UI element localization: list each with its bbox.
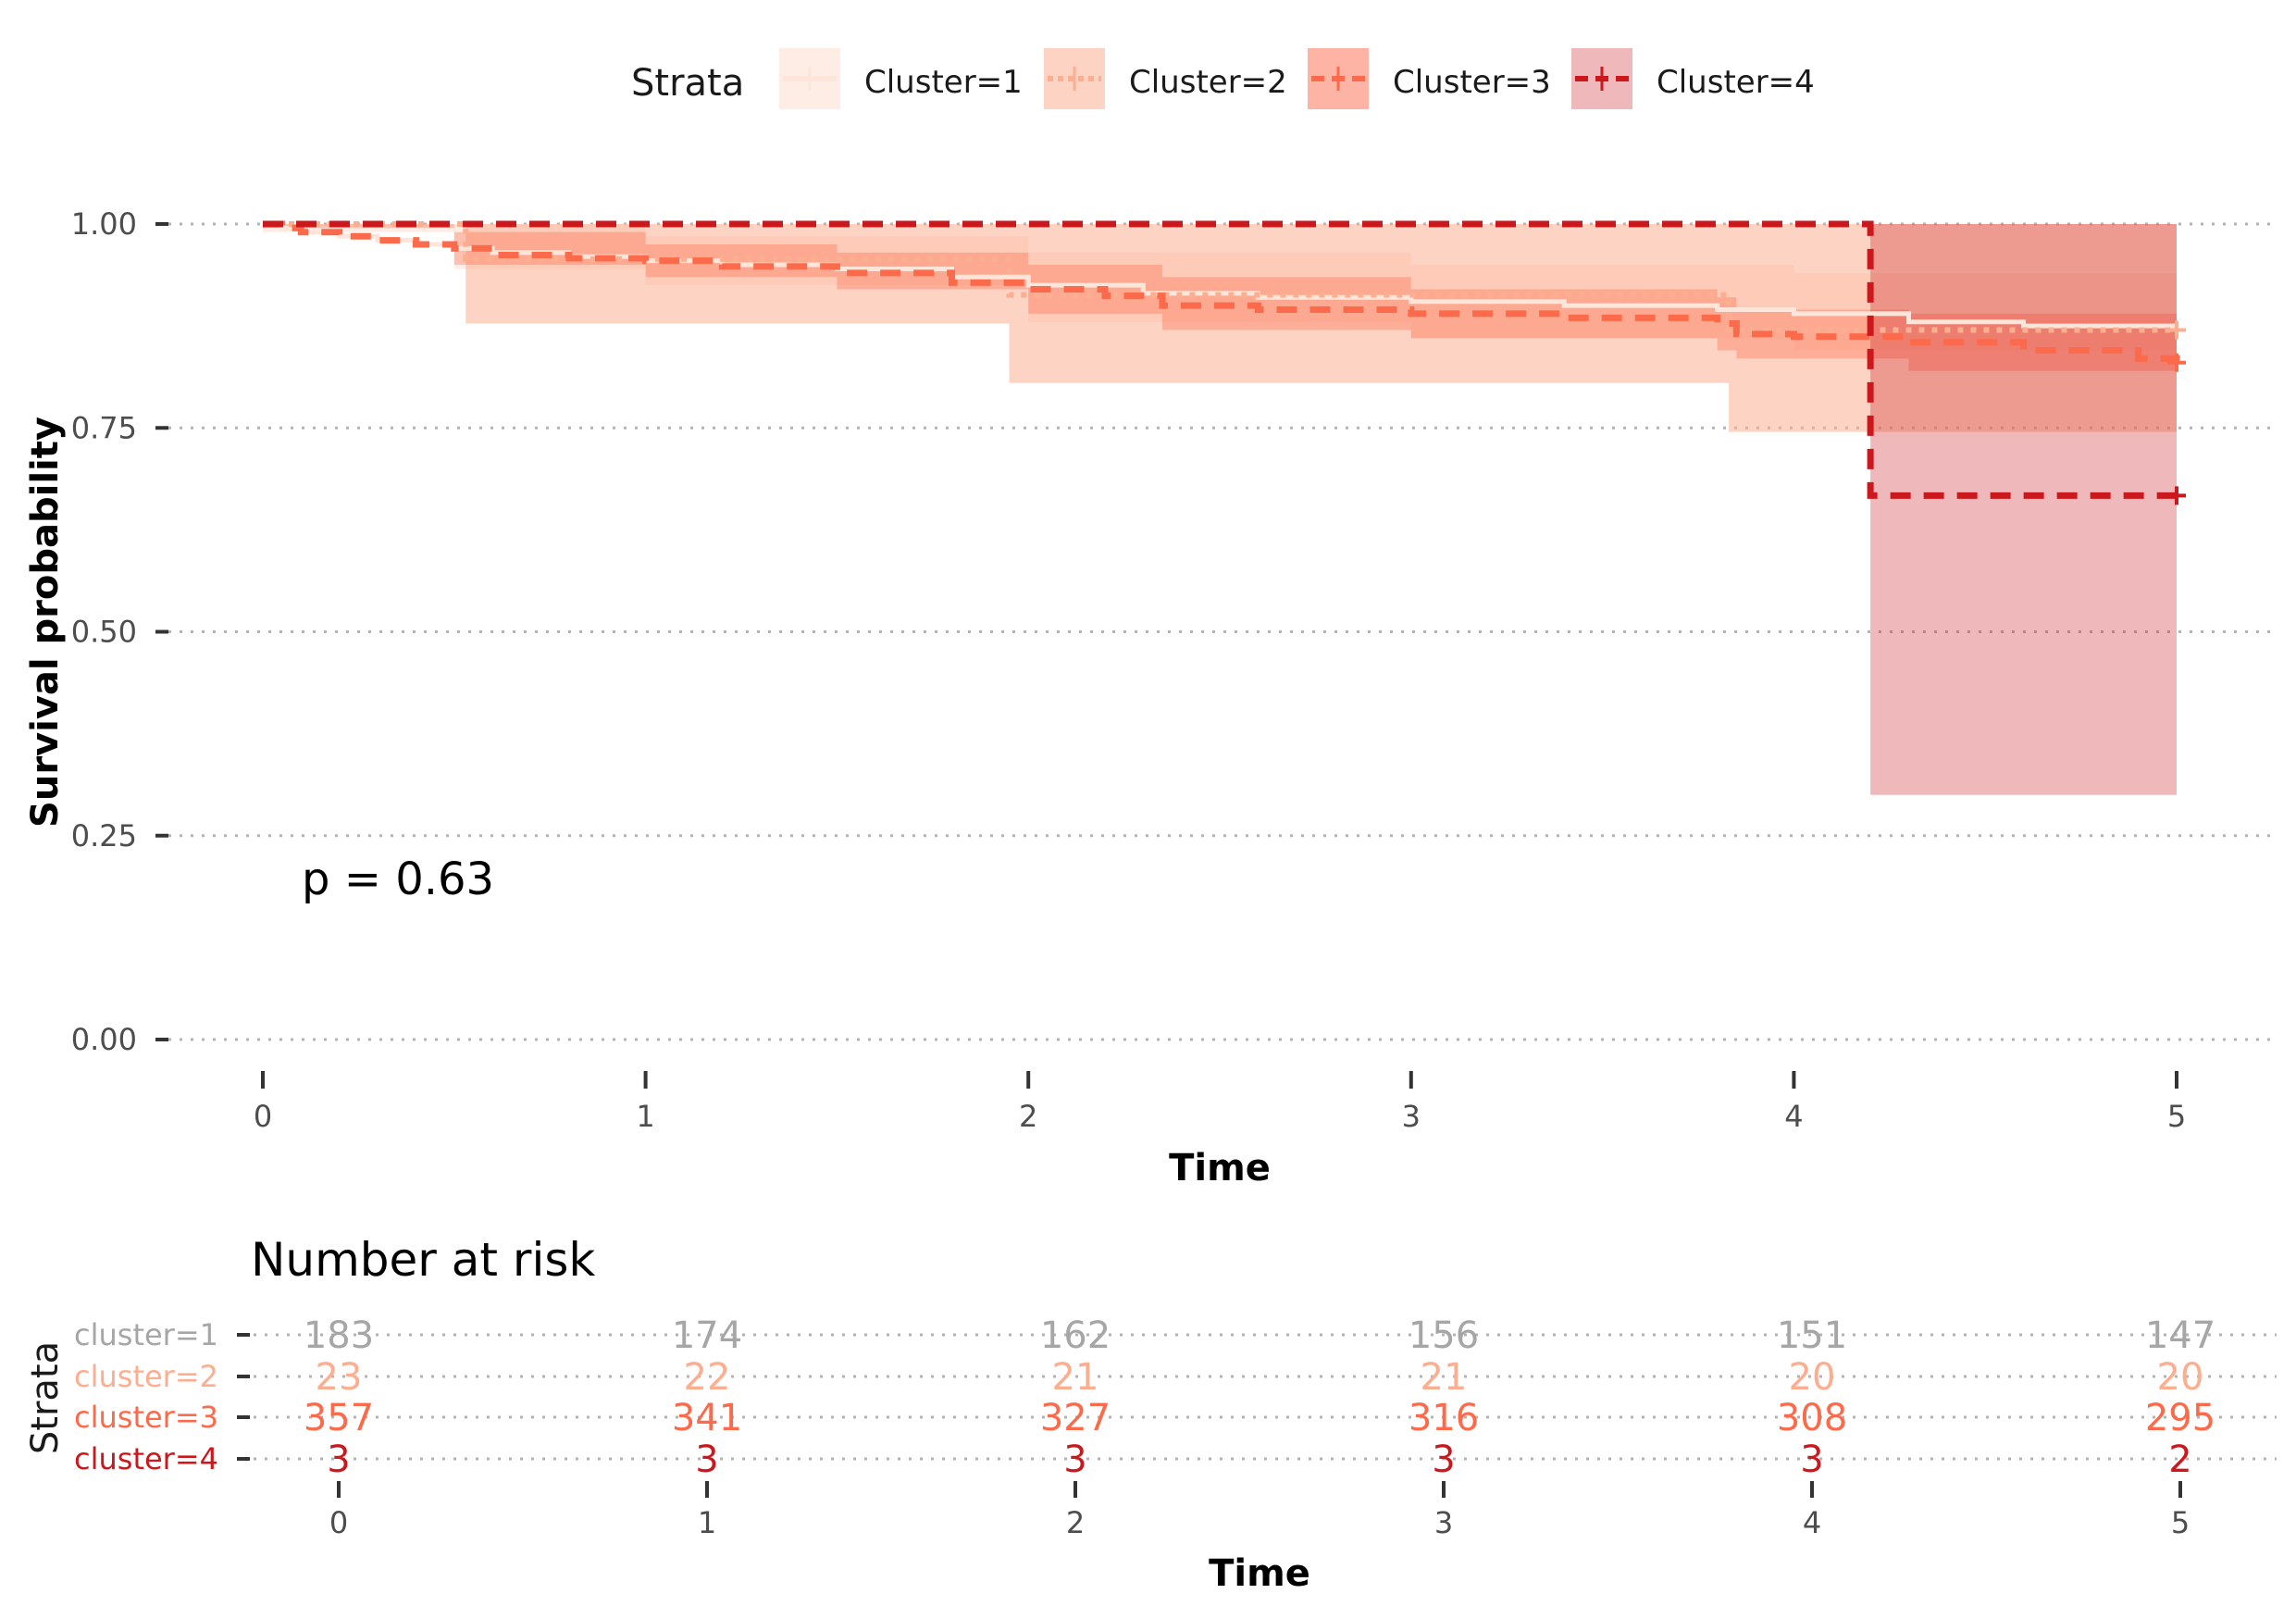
risk-count: 151 bbox=[1777, 1314, 1847, 1357]
risk-count: 3 bbox=[1063, 1438, 1086, 1481]
risk-count: 22 bbox=[684, 1356, 731, 1399]
risk-table-title: Number at risk bbox=[251, 1233, 595, 1287]
x-axis-title: Time bbox=[1169, 1147, 1271, 1189]
risk-x-tick-label: 3 bbox=[1434, 1505, 1453, 1540]
main-axes: 0.00 0.25 0.50 0.75 1.00 0 1 2 3 4 5 Time Survival p… bbox=[24, 206, 2186, 1189]
censor-mark bbox=[2167, 353, 2186, 372]
y-tick-label: 0.25 bbox=[71, 818, 137, 853]
risk-count: 316 bbox=[1409, 1397, 1479, 1439]
risk-count: 2 bbox=[2168, 1438, 2191, 1481]
legend-label-2: Cluster=2 bbox=[1129, 64, 1287, 101]
risk-count: 21 bbox=[1421, 1356, 1468, 1399]
legend: Strata Cluster=1 Cluster=2 Cluster=3 Cluster… bbox=[631, 48, 1815, 109]
risk-x-tick-label: 0 bbox=[329, 1505, 348, 1540]
risk-x-tick-label: 5 bbox=[2171, 1505, 2190, 1540]
y-tick-label: 0.50 bbox=[71, 615, 137, 650]
legend-label-3: Cluster=3 bbox=[1393, 64, 1551, 101]
survival-lines bbox=[263, 220, 2186, 505]
risk-count: 357 bbox=[304, 1397, 374, 1439]
legend-label-4: Cluster=4 bbox=[1657, 64, 1815, 101]
risk-x-axis-title: Time bbox=[1209, 1552, 1310, 1595]
risk-x-tick-label: 2 bbox=[1066, 1505, 1085, 1540]
ci-band-cluster-4 bbox=[263, 224, 2177, 795]
risk-count: 295 bbox=[2145, 1397, 2215, 1439]
risk-count: 327 bbox=[1040, 1397, 1111, 1439]
risk-count: 21 bbox=[1052, 1356, 1099, 1399]
risk-count: 174 bbox=[672, 1314, 742, 1357]
risk-count: 20 bbox=[1789, 1356, 1836, 1399]
risk-count: 156 bbox=[1409, 1314, 1479, 1357]
risk-count: 3 bbox=[1432, 1438, 1455, 1481]
y-tick-label: 0.75 bbox=[71, 410, 137, 445]
risk-count: 162 bbox=[1040, 1314, 1111, 1357]
risk-count: 183 bbox=[304, 1314, 374, 1357]
survival-line-cluster-4 bbox=[263, 220, 2177, 499]
x-tick-label: 5 bbox=[2167, 1099, 2186, 1134]
x-tick-label: 2 bbox=[1019, 1099, 1037, 1134]
risk-row-label: cluster=4 bbox=[74, 1441, 218, 1476]
censor-mark bbox=[2167, 320, 2186, 340]
risk-x-tick-label: 1 bbox=[698, 1505, 716, 1540]
risk-count: 308 bbox=[1777, 1397, 1847, 1439]
risk-count: 3 bbox=[1800, 1438, 1823, 1481]
y-axis-title: Survival probability bbox=[24, 417, 67, 828]
x-tick-label: 1 bbox=[636, 1099, 654, 1134]
confidence-bands bbox=[263, 224, 2177, 795]
risk-count: 23 bbox=[316, 1356, 363, 1399]
risk-row-label: cluster=1 bbox=[74, 1317, 218, 1352]
y-tick-label: 0.00 bbox=[71, 1022, 137, 1057]
risk-y-axis-title: Strata bbox=[24, 1341, 67, 1454]
legend-title: Strata bbox=[631, 62, 744, 105]
p-value-annotation: p = 0.63 bbox=[302, 853, 494, 905]
y-tick-label: 1.00 bbox=[71, 206, 137, 242]
risk-row-label: cluster=3 bbox=[74, 1400, 218, 1435]
survival-line-cluster-3 bbox=[263, 220, 2180, 363]
x-tick-label: 4 bbox=[1784, 1099, 1803, 1134]
risk-count: 3 bbox=[695, 1438, 718, 1481]
x-tick-label: 3 bbox=[1402, 1099, 1421, 1134]
survival-line-cluster-2 bbox=[263, 221, 2177, 333]
legend-label-1: Cluster=1 bbox=[864, 64, 1023, 101]
risk-x-tick-label: 4 bbox=[1803, 1505, 1821, 1540]
ci-band-cluster-2 bbox=[263, 224, 2177, 432]
risk-count: 3 bbox=[327, 1438, 350, 1481]
risk-count: 147 bbox=[2145, 1314, 2215, 1357]
risk-row-label: cluster=2 bbox=[74, 1359, 218, 1394]
x-tick-label: 0 bbox=[254, 1099, 272, 1134]
risk-count: 20 bbox=[2157, 1356, 2204, 1399]
censor-mark bbox=[2167, 486, 2186, 505]
risk-count: 341 bbox=[672, 1397, 742, 1439]
